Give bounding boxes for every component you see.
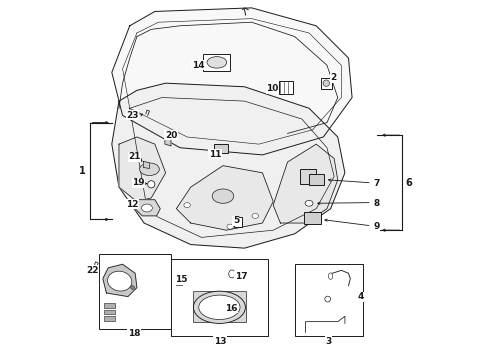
Bar	[104, 303, 115, 308]
Bar	[175, 279, 182, 285]
Polygon shape	[119, 137, 165, 202]
Text: 19: 19	[132, 178, 145, 187]
Bar	[104, 310, 115, 314]
Text: 8: 8	[372, 199, 379, 208]
Bar	[278, 81, 292, 94]
Bar	[104, 316, 115, 320]
Polygon shape	[273, 144, 337, 223]
Bar	[203, 54, 230, 71]
Polygon shape	[164, 139, 171, 146]
Text: 16: 16	[224, 303, 237, 312]
Text: 12: 12	[126, 200, 139, 209]
Text: 20: 20	[164, 131, 177, 140]
Text: 10: 10	[266, 84, 278, 93]
Ellipse shape	[328, 273, 332, 279]
Text: 1: 1	[79, 166, 85, 176]
Text: 13: 13	[213, 337, 226, 346]
Text: 22: 22	[86, 266, 98, 275]
Text: 6: 6	[405, 178, 411, 188]
Ellipse shape	[193, 291, 245, 323]
Text: 4: 4	[357, 292, 364, 301]
Text: 2: 2	[329, 73, 336, 82]
Bar	[303, 212, 320, 225]
Polygon shape	[176, 166, 273, 230]
Bar	[294, 264, 362, 336]
Text: 21: 21	[128, 152, 141, 161]
Bar	[99, 253, 171, 329]
Ellipse shape	[206, 57, 226, 68]
Bar	[233, 217, 241, 227]
Text: 11: 11	[208, 150, 221, 159]
Ellipse shape	[305, 201, 312, 206]
Polygon shape	[135, 200, 160, 216]
Ellipse shape	[147, 181, 155, 188]
Text: 7: 7	[372, 179, 379, 188]
Ellipse shape	[226, 224, 233, 229]
Text: 18: 18	[127, 329, 140, 338]
Text: 5: 5	[232, 216, 239, 225]
Polygon shape	[143, 161, 149, 168]
Bar	[308, 174, 324, 185]
Bar	[320, 78, 331, 89]
Polygon shape	[112, 83, 344, 248]
Ellipse shape	[131, 286, 134, 289]
Ellipse shape	[198, 295, 240, 319]
Text: 14: 14	[191, 61, 204, 70]
Bar	[214, 144, 228, 153]
Ellipse shape	[228, 270, 235, 278]
Ellipse shape	[142, 204, 152, 212]
Text: 23: 23	[126, 111, 139, 120]
Ellipse shape	[212, 189, 233, 203]
Ellipse shape	[139, 163, 159, 176]
Polygon shape	[112, 8, 351, 155]
Text: 17: 17	[234, 271, 247, 280]
Polygon shape	[102, 264, 137, 297]
Ellipse shape	[183, 203, 190, 208]
Text: 15: 15	[175, 275, 187, 284]
Ellipse shape	[251, 213, 258, 219]
Ellipse shape	[324, 296, 330, 302]
Text: 9: 9	[372, 222, 379, 231]
Ellipse shape	[107, 271, 132, 291]
Ellipse shape	[323, 80, 329, 86]
Bar	[192, 291, 246, 321]
Bar	[300, 169, 316, 184]
Bar	[171, 259, 267, 336]
Text: 3: 3	[325, 337, 331, 346]
